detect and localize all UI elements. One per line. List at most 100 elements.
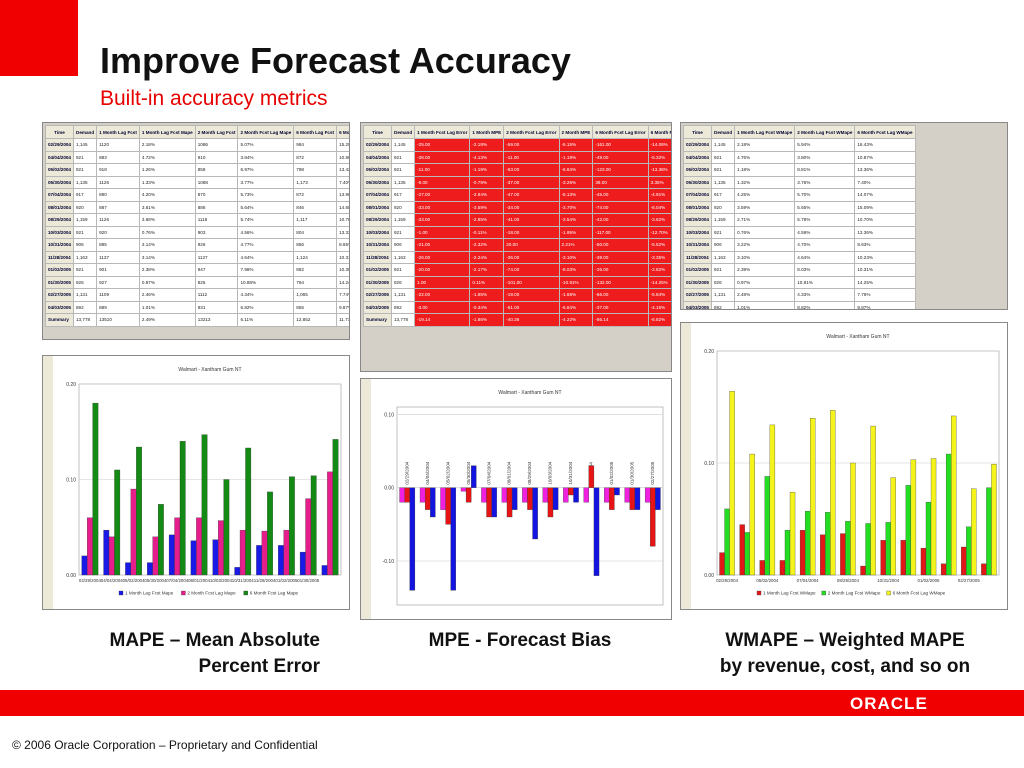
table-cell: 892 (390, 300, 416, 314)
table-cell: -1.95% (558, 225, 594, 239)
column-header: Demand (72, 125, 98, 139)
table-cell: -59.00 (503, 138, 560, 152)
table-cell: 10.31% (336, 250, 349, 264)
table-cell: 926 (194, 238, 239, 252)
table-cell: -4.15% (647, 300, 671, 314)
table-cell: 1,131 (72, 288, 98, 302)
table-cell: -2.82% (647, 263, 671, 277)
table-cell: 08/01/2004 (363, 200, 392, 214)
bar (588, 465, 595, 488)
bar (239, 529, 246, 576)
table-cell: -34.00 (503, 200, 560, 214)
bar (845, 521, 851, 576)
table-cell: 883 (96, 150, 140, 164)
legend-label: 2 Month Lag Fcst WMape (828, 591, 881, 596)
table-cell: 01/30/2005 (363, 275, 392, 289)
table-row: 01/30/2005 926 1.00 0.11% -101.00 -10.91% -132… (363, 275, 671, 289)
table-cell: 5.73% (237, 188, 295, 202)
chart-title: Walmart - Xantham Gum NT (826, 334, 889, 340)
bar (152, 536, 159, 576)
bar (450, 487, 456, 591)
table-cell: 1,135 (390, 175, 416, 189)
column-header: Demand (390, 125, 416, 139)
table-row: 08/01/2004 920 -33.00 -3.59% -34.00 -3.70% -74… (363, 200, 671, 214)
table-cell: 4.76% (734, 150, 796, 164)
bar (114, 469, 121, 576)
bar (136, 446, 142, 576)
table-cell: 3.77% (237, 175, 295, 189)
table-cell: 08/29/2004 (45, 213, 74, 227)
table-cell: 38.00 (592, 175, 649, 189)
table-cell: -66.00 (592, 288, 649, 302)
column-header: Demand (710, 125, 736, 139)
table-cell: 8.63% (854, 238, 916, 252)
y-tick-label: 0.00 (704, 573, 714, 579)
y-tick-label: 0.20 (704, 349, 714, 355)
x-tick-label: 08/01/2004 (507, 461, 512, 484)
bar (880, 540, 886, 576)
x-tick-label: 10/31/2004 (877, 578, 900, 583)
table-cell: 01/02/2005 (363, 263, 392, 277)
table-row: 05/30/2004 1,135 1126 1.33% 1088 3.77% 1,173 7.… (45, 175, 349, 189)
table-cell: -4.13% (469, 150, 505, 164)
bar (724, 508, 730, 576)
table-cell: -20.00 (414, 263, 471, 277)
bar (604, 487, 610, 503)
table-cell: -37.00 (592, 300, 649, 314)
caption: MAPE – Mean Absolute Percent Error (110, 628, 320, 680)
x-tick-label: 02/29/2004 (404, 461, 409, 484)
table-row: 04/03/2005 892 -3.00 -0.34% -61.00 -6.84% -37.… (363, 300, 671, 314)
table-cell: 1.33% (138, 175, 196, 189)
bar (501, 487, 508, 503)
x-tick-label: 08/29/2004 (837, 578, 860, 583)
table-cell: 10/03/2004 (45, 225, 74, 239)
table-cell: 13213 (194, 313, 239, 327)
bar (130, 488, 137, 576)
y-tick-label: 0.10 (66, 478, 76, 484)
table-row: 01/30/2005 926 0.97% 10.81% 14.25% (683, 275, 916, 289)
logo: ORACLE (850, 694, 928, 713)
bar (552, 487, 559, 510)
table-cell: 7.40% (854, 175, 916, 189)
table-cell: 4.33% (794, 288, 856, 302)
table-cell: -21.00 (414, 238, 471, 252)
table-cell: 921 (710, 225, 736, 239)
table-cell: -22.00 (414, 288, 471, 302)
table-cell: 01/02/2005 (683, 263, 712, 277)
table-cell: -3.10% (558, 250, 594, 264)
x-tick-label: 04/04/2004 (101, 578, 124, 583)
table-cell: 4.20% (138, 188, 196, 202)
table-cell: 920 (96, 225, 140, 239)
table-cell: 11/28/2004 (683, 250, 712, 264)
table-cell: 08/01/2004 (45, 200, 74, 214)
table-cell: Summary (45, 313, 74, 327)
x-tick-label: 01/02/2005 (609, 461, 614, 484)
bar (522, 487, 528, 503)
legend-label: 6 Month Fcst Lag WMape (893, 591, 946, 596)
table-cell: 04/03/2005 (363, 300, 392, 314)
table-cell: 08/01/2004 (683, 200, 712, 214)
table-cell: 1.26% (138, 163, 196, 177)
table-cell: -123.00 (592, 163, 649, 177)
bar (103, 529, 110, 576)
table-row: 04/04/2004 921 4.76% 3.80% 10.87% (683, 150, 916, 164)
table-cell: -161.00 (592, 138, 649, 152)
column-header: 2 Month Lag Fcst WMape (794, 125, 856, 139)
bar (321, 565, 328, 576)
table-cell: 1,159 (710, 213, 736, 227)
table-cell: 1.01% (734, 300, 796, 309)
bar (460, 487, 467, 492)
table-cell: -18.00 (503, 225, 560, 239)
table-cell: 927 (96, 275, 140, 289)
legend-swatch (243, 590, 248, 596)
table-cell: -2.94% (469, 188, 505, 202)
table-cell: 926 (72, 275, 98, 289)
table-cell: 10.70% (854, 213, 916, 227)
table-cell: 906 (390, 238, 416, 252)
table-cell: 1,159 (72, 213, 98, 227)
table-cell: -47.00 (503, 188, 560, 202)
table-cell: -6.84% (558, 163, 594, 177)
bar (332, 439, 339, 576)
